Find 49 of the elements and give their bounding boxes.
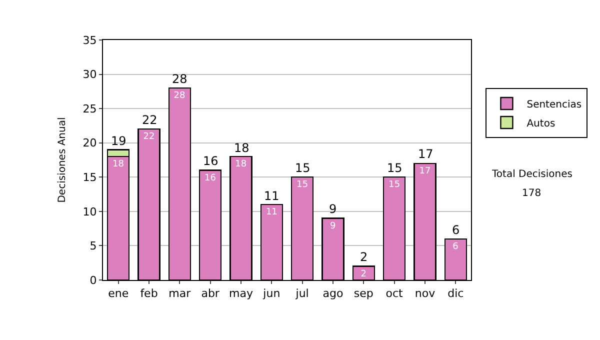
data-label: 2 (360, 269, 367, 280)
total-label: 15 (295, 161, 310, 175)
total-label: 28 (172, 72, 188, 86)
data-label: 11 (266, 208, 278, 218)
y-tick-label: 5 (90, 240, 97, 253)
y-tick-label: 10 (82, 205, 97, 218)
x-tick-label: may (229, 287, 254, 300)
x-tick-label: feb (140, 287, 158, 300)
total-label: 18 (234, 141, 250, 155)
x-tick-label: dic (448, 287, 464, 300)
legend-label: Sentencias (526, 99, 582, 110)
x-tick-label: jun (262, 287, 280, 300)
legend-label: Autos (526, 118, 556, 130)
data-label: 18 (112, 160, 124, 170)
total-label: 11 (264, 189, 280, 203)
x-tick-label: ago (322, 287, 344, 300)
x-tick-label: ene (108, 287, 129, 300)
y-tick-label: 0 (90, 274, 97, 287)
x-tick-label: oct (386, 287, 404, 300)
y-tick-label: 35 (82, 34, 97, 47)
y-tick-label: 15 (82, 170, 97, 184)
data-label: 15 (388, 180, 400, 190)
total-label: 16 (203, 154, 218, 168)
total-label: 6 (452, 223, 460, 237)
data-label: 6 (452, 242, 459, 252)
total-label: 22 (142, 113, 158, 127)
x-tick-label: abr (201, 287, 220, 300)
total-label: 9 (329, 202, 337, 216)
y-tick-label: 20 (82, 136, 97, 150)
data-label: 28 (174, 91, 186, 101)
text: 178 (522, 188, 542, 199)
total-label: 17 (418, 147, 434, 161)
total-label: 2 (360, 250, 368, 264)
data-label: 15 (296, 180, 308, 190)
x-tick-label: jul (294, 287, 309, 300)
data-label: 9 (330, 221, 336, 232)
total-label: 15 (387, 161, 402, 175)
total-label: 19 (111, 134, 126, 148)
data-label: 18 (235, 160, 247, 170)
text: Total Decisiones (491, 169, 572, 180)
x-tick-label: nov (414, 287, 436, 300)
y-tick-label: 25 (82, 102, 97, 116)
y-tick-label: 30 (82, 68, 97, 82)
x-tick-label: sep (354, 287, 374, 300)
y-axis-title: Decisiones Anual (56, 117, 68, 203)
data-label: 16 (204, 173, 216, 184)
data-label: 17 (419, 166, 431, 176)
data-label: 22 (143, 132, 155, 142)
x-tick-label: mar (168, 287, 192, 300)
